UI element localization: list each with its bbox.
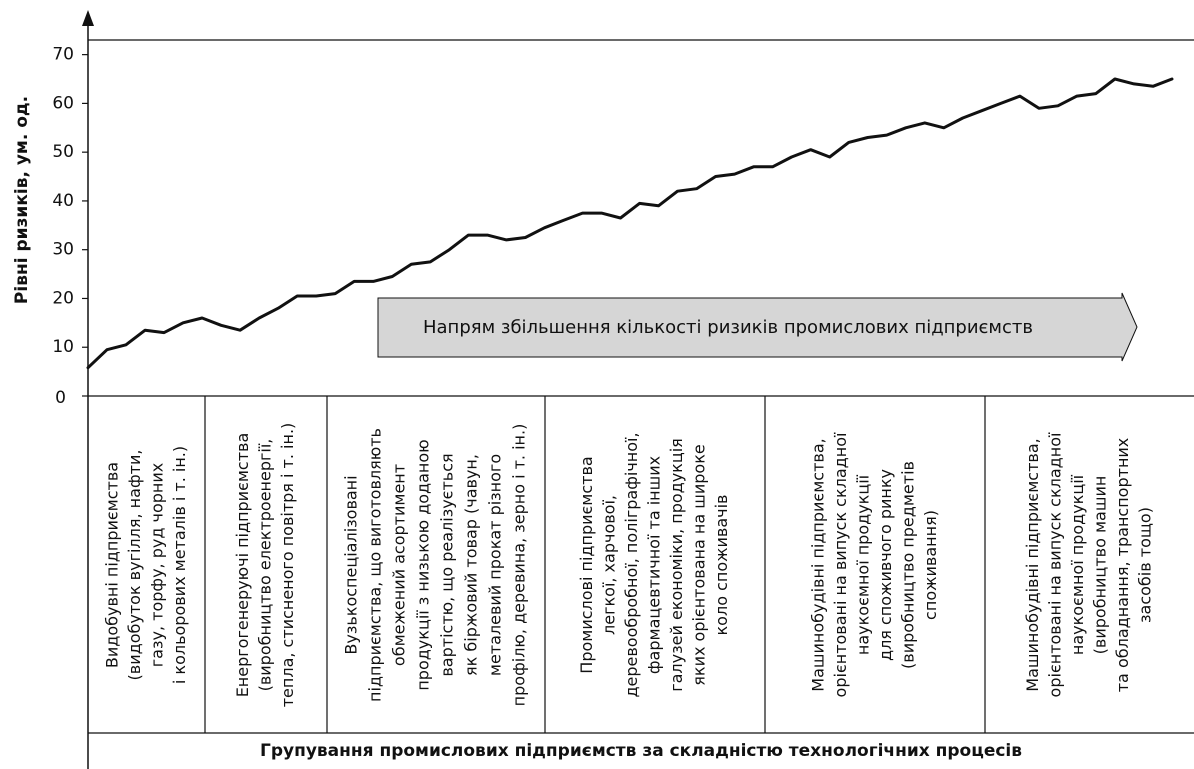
group-label: Видобувні підприємства bbox=[102, 462, 121, 668]
group-label: металевий прокат різного bbox=[486, 454, 505, 676]
group-label: споживання) bbox=[921, 510, 940, 620]
group-label: наукоємної продукції bbox=[853, 474, 872, 655]
group-label: легкої, харчової, bbox=[600, 495, 619, 635]
y-tick-label: 60 bbox=[52, 93, 74, 113]
group-label: підприємства, що виготовляють bbox=[366, 428, 385, 702]
group-label: газу, торфу, руд чорних bbox=[147, 463, 166, 667]
group-label: орієнтовані на випуск складної bbox=[1045, 432, 1064, 697]
y-tick-label: 20 bbox=[52, 288, 74, 308]
risk-line bbox=[86, 77, 1174, 370]
group-label: і кольорових металів і т. ін.) bbox=[170, 446, 189, 684]
group-label: галузей економіки, продукція bbox=[667, 438, 686, 692]
group-label: Енергогенеруючі підприємства bbox=[233, 433, 252, 698]
y-tick-label: 30 bbox=[52, 240, 74, 260]
group-label: (виробництво предметів bbox=[898, 461, 917, 669]
group-label: тепла, стисненого повітря і т. ін.) bbox=[278, 423, 297, 708]
arrow-label: Напрям збільшення кількості ризиків пром… bbox=[423, 317, 1033, 338]
group-label: деревообробної, поліграфічної, bbox=[622, 432, 641, 697]
group-label: профілю, деревина, зерно і т. ін.) bbox=[510, 424, 529, 707]
group-label: Промислові підприємства bbox=[577, 456, 596, 673]
group-label: продукції з низькою доданою bbox=[414, 439, 433, 690]
y-tick-label: 70 bbox=[52, 45, 74, 65]
group-label: вартістю, що реалізується bbox=[438, 453, 457, 676]
y-tick-label: 0 bbox=[55, 388, 66, 408]
y-axis-arrow bbox=[82, 10, 94, 26]
x-axis-title: Групування промислових підприємств за ск… bbox=[260, 741, 1022, 761]
group-label: Машинобудівні підприємства, bbox=[1023, 438, 1042, 691]
group-label: коло споживачів bbox=[712, 495, 731, 636]
group-label: обмежений асортимент bbox=[390, 464, 409, 666]
y-tick-label: 40 bbox=[52, 191, 74, 211]
y-axis-title: Рівні ризиків, ум. од. bbox=[12, 96, 32, 304]
group-label: засобів тощо) bbox=[1135, 507, 1154, 623]
group-label: (виробництво електроенергії, bbox=[256, 439, 275, 692]
y-tick-label: 50 bbox=[52, 142, 74, 162]
group-label: (виробництво машин bbox=[1090, 476, 1109, 655]
group-label: та обладнання, транспортних bbox=[1113, 438, 1132, 693]
group-label: для споживчого ринку bbox=[876, 469, 895, 661]
group-label: Машинобудівні підприємства, bbox=[808, 438, 827, 691]
group-label: Вузькоспеціалізовані bbox=[342, 475, 361, 654]
group-label: фармацевтичної та інших bbox=[645, 456, 664, 674]
group-label: яких орієнтована на широке bbox=[690, 444, 709, 685]
group-label: наукоємної продукції bbox=[1068, 474, 1087, 655]
y-tick-label: 10 bbox=[52, 337, 74, 357]
group-label: орієнтовані на випуск складної bbox=[831, 432, 850, 697]
group-label: як біржовий товар (чавун, bbox=[462, 454, 481, 676]
direction-arrow bbox=[377, 292, 1138, 362]
group-label: (видобуток вугілля, нафти, bbox=[125, 450, 144, 681]
